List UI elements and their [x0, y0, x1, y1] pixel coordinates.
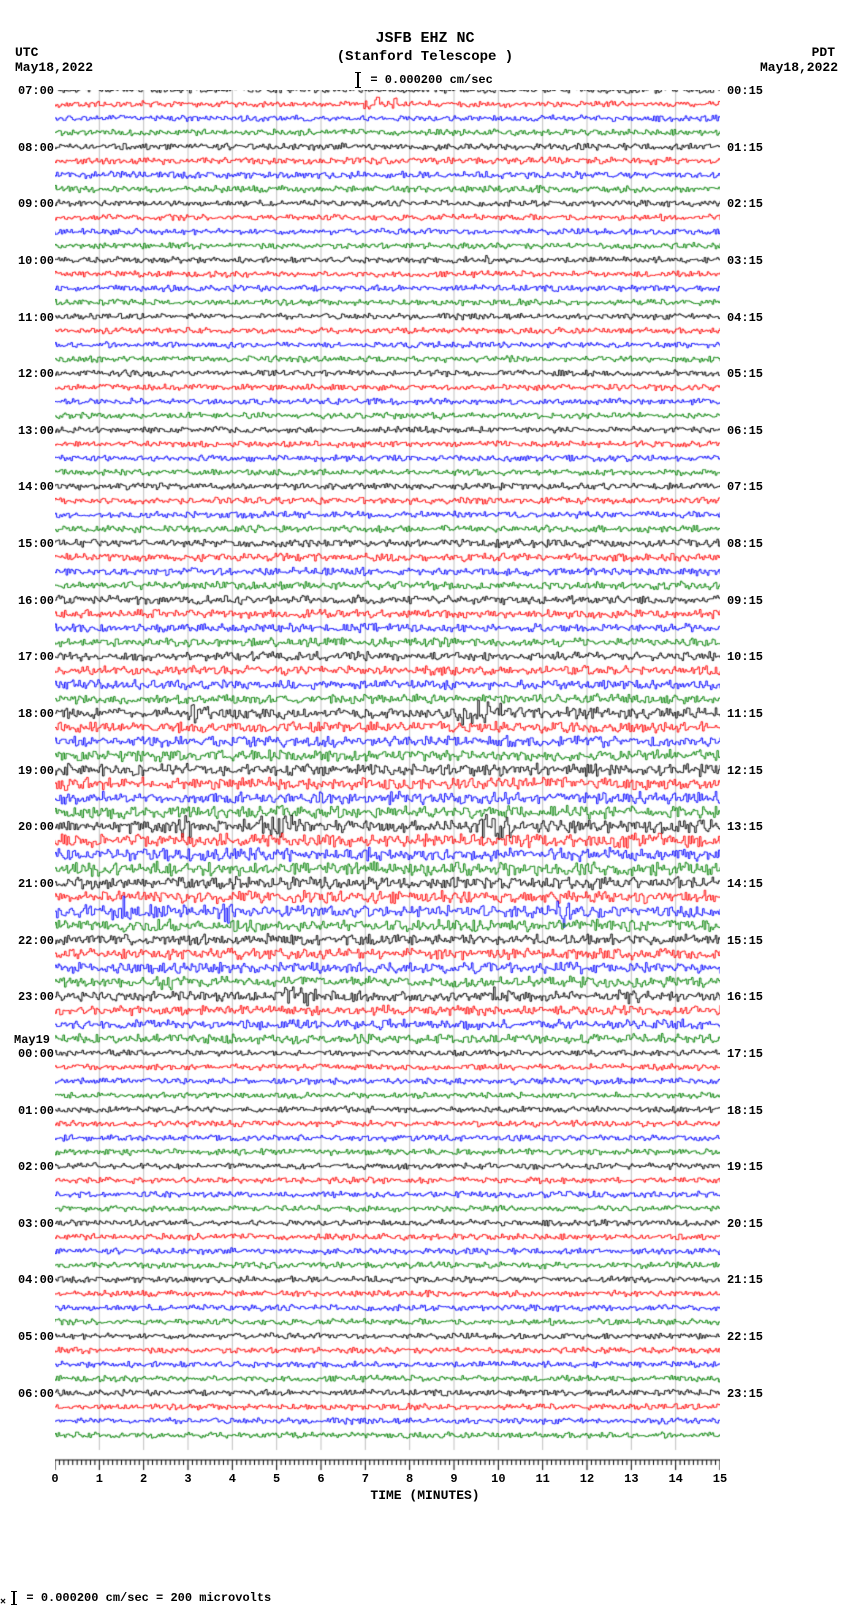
- pdt-hour-label: 23:15: [727, 1387, 763, 1401]
- pdt-hour-label: 09:15: [727, 594, 763, 608]
- scale-legend: = 0.000200 cm/sec: [0, 72, 850, 88]
- xaxis-title: TIME (MINUTES): [0, 1488, 850, 1503]
- pdt-hour-label: 16:15: [727, 990, 763, 1004]
- pdt-hour-label: 12:15: [727, 764, 763, 778]
- footer-text: = 0.000200 cm/sec = 200 microvolts: [19, 1592, 271, 1606]
- utc-hour-label: 15:00: [14, 537, 54, 551]
- utc-hour-label: 07:00: [14, 84, 54, 98]
- utc-hour-label: 19:00: [14, 764, 54, 778]
- pdt-hour-label: 10:15: [727, 650, 763, 664]
- xaxis-tick-label: 5: [273, 1472, 280, 1486]
- pdt-hour-label: 14:15: [727, 877, 763, 891]
- seismogram-plot: [55, 90, 720, 1500]
- utc-hour-label: 17:00: [14, 650, 54, 664]
- xaxis-tick-label: 14: [668, 1472, 682, 1486]
- xaxis-tick-label: 6: [317, 1472, 324, 1486]
- utc-hour-label: 02:00: [14, 1160, 54, 1174]
- utc-hour-label: 01:00: [14, 1104, 54, 1118]
- xaxis-tick-label: 3: [184, 1472, 191, 1486]
- utc-hour-label: 16:00: [14, 594, 54, 608]
- pdt-hour-label: 15:15: [727, 934, 763, 948]
- pdt-hour-label: 04:15: [727, 311, 763, 325]
- pdt-hour-label: 22:15: [727, 1330, 763, 1344]
- pdt-hour-label: 03:15: [727, 254, 763, 268]
- day-change-label: May19: [14, 1033, 50, 1047]
- xaxis-tick-label: 8: [406, 1472, 413, 1486]
- tz-left-label: UTC: [15, 45, 38, 60]
- utc-hour-label: 10:00: [14, 254, 54, 268]
- utc-hour-label: 13:00: [14, 424, 54, 438]
- utc-hour-label: 22:00: [14, 934, 54, 948]
- xaxis-tick-label: 10: [491, 1472, 505, 1486]
- pdt-hour-label: 07:15: [727, 480, 763, 494]
- xaxis-tick-label: 12: [580, 1472, 594, 1486]
- pdt-hour-label: 00:15: [727, 84, 763, 98]
- xaxis-tick-label: 4: [229, 1472, 236, 1486]
- utc-hour-label: 05:00: [14, 1330, 54, 1344]
- seismogram-container: JSFB EHZ NC (Stanford Telescope ) UTC Ma…: [0, 0, 850, 1613]
- pdt-hour-label: 19:15: [727, 1160, 763, 1174]
- pdt-hour-label: 11:15: [727, 707, 763, 721]
- xaxis-tick-label: 1: [96, 1472, 103, 1486]
- xaxis-tick-label: 15: [713, 1472, 727, 1486]
- tz-right-label: PDT: [812, 45, 835, 60]
- utc-hour-label: 06:00: [14, 1387, 54, 1401]
- utc-hour-label: 00:00: [14, 1047, 54, 1061]
- scale-bar-icon: [357, 72, 359, 88]
- pdt-hour-label: 18:15: [727, 1104, 763, 1118]
- utc-hour-label: 09:00: [14, 197, 54, 211]
- utc-hour-label: 04:00: [14, 1273, 54, 1287]
- utc-hour-label: 18:00: [14, 707, 54, 721]
- utc-hour-label: 11:00: [14, 311, 54, 325]
- pdt-hour-label: 01:15: [727, 141, 763, 155]
- pdt-hour-label: 21:15: [727, 1273, 763, 1287]
- xaxis-tick-label: 13: [624, 1472, 638, 1486]
- pdt-hour-label: 05:15: [727, 367, 763, 381]
- scale-bar-icon: [13, 1591, 15, 1605]
- pdt-hour-label: 02:15: [727, 197, 763, 211]
- pdt-hour-label: 13:15: [727, 820, 763, 834]
- scale-text: = 0.000200 cm/sec: [363, 73, 493, 87]
- pdt-hour-label: 06:15: [727, 424, 763, 438]
- pdt-hour-label: 17:15: [727, 1047, 763, 1061]
- xaxis-tick-label: 0: [51, 1472, 58, 1486]
- xaxis-tick-label: 7: [362, 1472, 369, 1486]
- utc-hour-label: 21:00: [14, 877, 54, 891]
- xaxis-tick-label: 9: [450, 1472, 457, 1486]
- pdt-hour-label: 08:15: [727, 537, 763, 551]
- utc-hour-label: 08:00: [14, 141, 54, 155]
- pdt-hour-label: 20:15: [727, 1217, 763, 1231]
- xaxis-tick-label: 11: [535, 1472, 549, 1486]
- utc-hour-label: 23:00: [14, 990, 54, 1004]
- station-subtitle: (Stanford Telescope ): [0, 49, 850, 65]
- utc-hour-label: 14:00: [14, 480, 54, 494]
- xaxis-tick-label: 2: [140, 1472, 147, 1486]
- utc-hour-label: 20:00: [14, 820, 54, 834]
- utc-hour-label: 12:00: [14, 367, 54, 381]
- station-title: JSFB EHZ NC: [0, 30, 850, 47]
- footer-scale: × = 0.000200 cm/sec = 200 microvolts: [0, 1591, 271, 1609]
- utc-hour-label: 03:00: [14, 1217, 54, 1231]
